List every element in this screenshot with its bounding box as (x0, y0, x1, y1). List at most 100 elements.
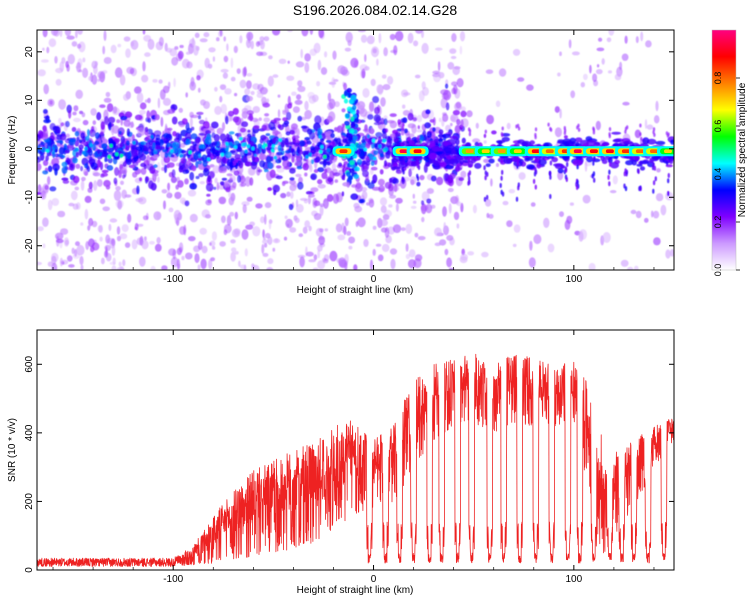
spectral-blob (592, 126, 595, 131)
spectral-blob (401, 140, 408, 147)
spectral-blob (236, 68, 241, 74)
spectral-blob (332, 50, 337, 60)
spectral-blob (277, 144, 282, 152)
spectral-blob (623, 140, 633, 145)
spectral-blob (219, 181, 225, 186)
snr-panel: -100 0 100 0 200 400 600 Height of straight l… (7, 329, 675, 596)
spectral-blob (434, 227, 442, 237)
spectral-blob (157, 162, 161, 173)
spectral-blob (251, 264, 260, 270)
spectral-blob (258, 153, 267, 161)
spectral-blob (111, 265, 117, 270)
spectral-blob (205, 129, 211, 135)
spectral-blob (451, 33, 457, 42)
spectral-blob (80, 180, 85, 191)
spectral-blob (310, 174, 317, 180)
spectral-blob (319, 205, 324, 217)
spectral-blob (258, 117, 262, 121)
spectral-blob (285, 150, 291, 154)
spectral-blob (317, 128, 323, 136)
spectral-blob (344, 120, 350, 126)
spectral-blob (546, 155, 555, 159)
spectral-blob (120, 135, 126, 144)
spectral-blob (163, 164, 168, 173)
spectral-blob (103, 57, 112, 64)
spectral-blob (110, 44, 117, 54)
spectral-blob (460, 106, 466, 112)
spectral-blob (439, 153, 445, 160)
spectral-blob (229, 177, 233, 183)
spectral-blob (445, 102, 450, 111)
spectral-blob (538, 158, 547, 166)
spectral-blob (72, 111, 77, 116)
spectral-blob (557, 168, 564, 174)
spectral-blob (442, 206, 447, 217)
spectral-blob (239, 79, 247, 89)
spectral-blob (223, 224, 232, 234)
spectral-blob (571, 51, 580, 56)
spectral-blob (393, 45, 398, 56)
spectral-blob (267, 258, 274, 265)
spectral-blob (343, 225, 347, 236)
spectral-blob (653, 237, 661, 246)
spectral-blob (323, 154, 327, 159)
spectral-blob (370, 78, 376, 87)
spectral-blob (334, 127, 338, 132)
spectral-blob (534, 156, 538, 162)
spectral-blob (252, 226, 261, 237)
spectral-blob (612, 138, 622, 143)
spectral-blob (577, 123, 580, 128)
spectral-blob (529, 240, 533, 251)
spectral-blob (145, 176, 150, 183)
spectral-blob (355, 143, 361, 149)
spectral-blob (250, 90, 255, 96)
spectral-blob (173, 77, 176, 88)
spectral-blob (190, 133, 198, 140)
spectral-blob (238, 260, 241, 267)
spectral-blob (524, 157, 534, 161)
spectral-blob (315, 156, 321, 163)
spectral-blob (491, 130, 497, 135)
spectral-blob (443, 89, 452, 101)
spectral-blob (308, 259, 316, 263)
streak-core (413, 149, 422, 153)
spectral-blob (352, 135, 358, 141)
spectral-blob (345, 31, 353, 43)
spectral-blob (65, 120, 70, 128)
spectral-blob (179, 44, 184, 49)
spectral-blob (150, 182, 157, 191)
spectral-blob (635, 210, 642, 219)
spectral-blob (82, 119, 89, 126)
spectral-blob (305, 251, 314, 257)
spectral-blob (317, 167, 325, 173)
spectral-blob (467, 172, 470, 178)
spectral-blob (115, 152, 119, 157)
snr-y-ticks: 0 200 400 600 (24, 356, 674, 573)
spectral-blob (82, 57, 86, 63)
spectral-blob (100, 121, 106, 130)
spectral-blob (341, 191, 345, 197)
spectral-blob (508, 189, 516, 194)
spectral-blob (267, 75, 274, 87)
spectral-blob (152, 79, 158, 83)
spectral-blob (170, 154, 175, 158)
spectral-blob (414, 232, 419, 238)
spectral-blob (446, 257, 452, 268)
spectral-blob (461, 137, 466, 144)
colorbar-tick-label: 0.0 (713, 264, 723, 277)
spectral-blob (319, 161, 325, 165)
spectral-blob (557, 72, 561, 77)
spectral-blob (126, 151, 132, 159)
spectral-blob (89, 143, 93, 148)
spectral-blob (410, 205, 417, 209)
spectral-blob (230, 76, 236, 82)
spectral-blob (171, 116, 178, 125)
spectral-blob (426, 131, 432, 139)
spectral-blob (225, 115, 229, 125)
spectral-blob (411, 160, 418, 167)
spectral-blob (299, 256, 305, 268)
spectral-blob (150, 265, 156, 270)
spectral-blob (593, 177, 596, 183)
spectral-blob (377, 84, 384, 96)
spectral-blob (467, 157, 471, 163)
